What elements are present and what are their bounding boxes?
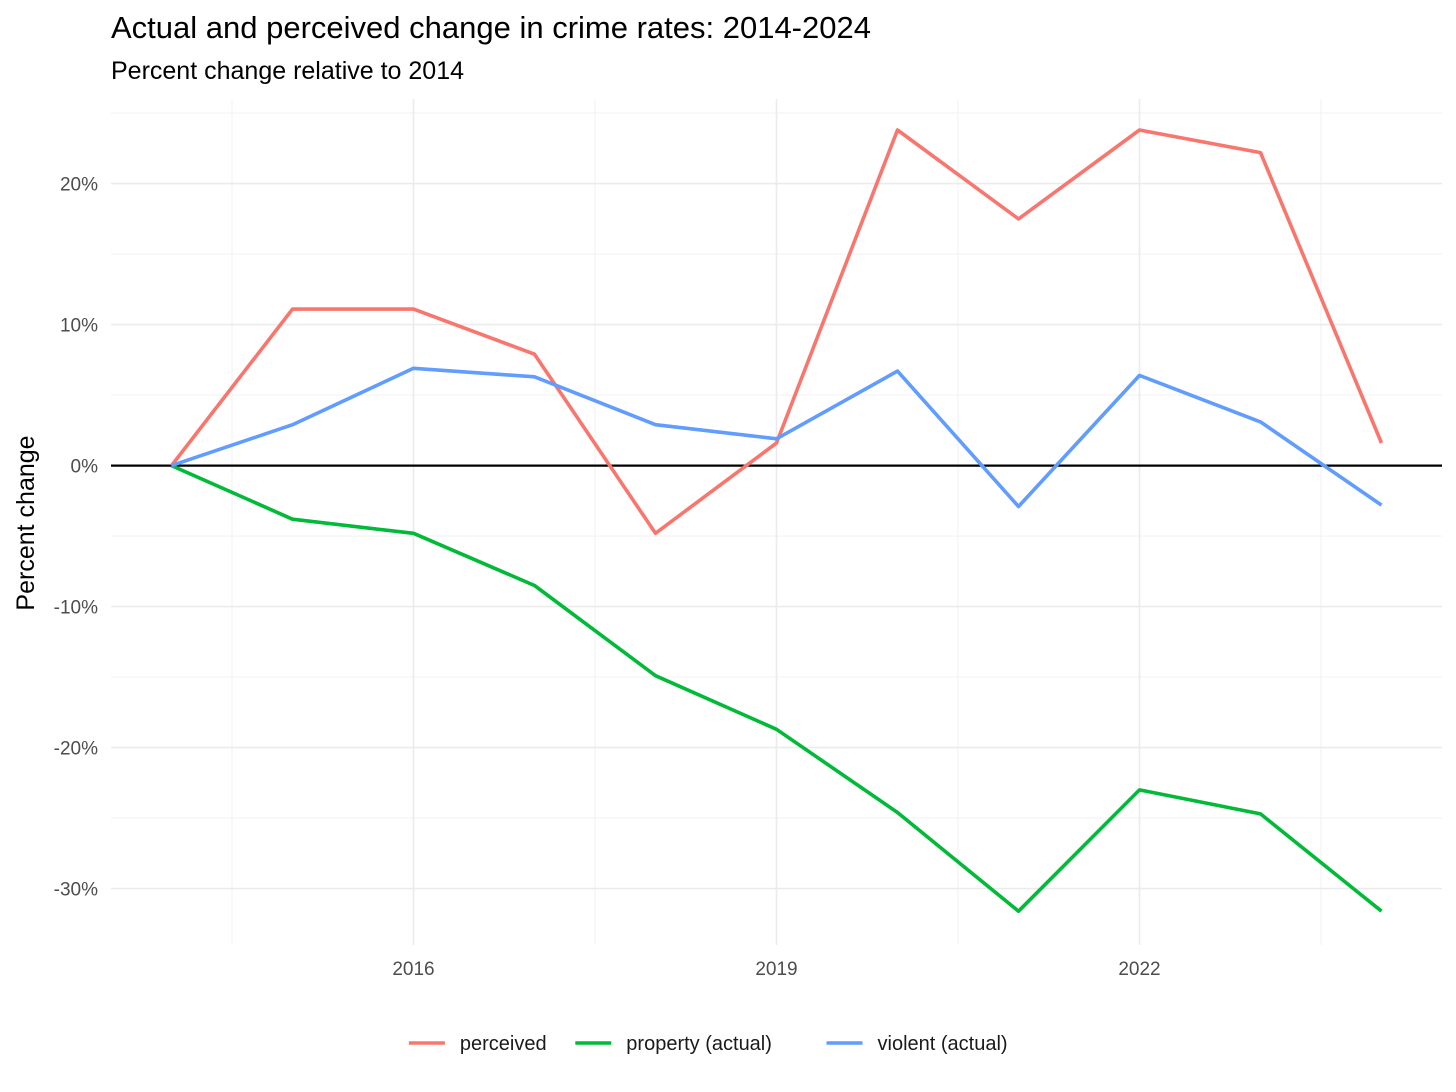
series-line-property-actual bbox=[170, 463, 1383, 914]
x-tick-label: 2016 bbox=[392, 959, 434, 980]
y-tick-label: 10% bbox=[60, 316, 98, 337]
y-tick-label: 0% bbox=[71, 457, 99, 478]
chart-subtitle: Percent change relative to 2014 bbox=[111, 57, 464, 85]
y-tick-label: -10% bbox=[54, 598, 98, 619]
y-tick-label: -30% bbox=[54, 880, 98, 901]
y-tick-label: 20% bbox=[60, 175, 98, 196]
series-line-violent-actual bbox=[170, 366, 1383, 509]
x-tick-label: 2022 bbox=[1118, 959, 1160, 980]
legend-label-perceived: perceived bbox=[460, 1033, 547, 1055]
x-axis-ticks: 2016 2019 2022 bbox=[392, 959, 1160, 980]
legend-label-property-actual: property (actual) bbox=[626, 1033, 772, 1055]
y-axis-ticks: -30% -20% -10% 0% 10% 20% bbox=[54, 175, 98, 901]
x-tick-label: 2019 bbox=[755, 959, 797, 980]
y-axis-label: Percent change bbox=[12, 435, 40, 610]
chart-title: Actual and perceived change in crime rat… bbox=[111, 10, 871, 45]
series-lines bbox=[170, 128, 1384, 914]
series-line-perceived bbox=[170, 128, 1384, 536]
legend: perceived property (actual) violent (actua… bbox=[408, 1033, 1008, 1055]
y-tick-label: -20% bbox=[54, 739, 98, 760]
legend-label-violent-actual: violent (actual) bbox=[878, 1033, 1008, 1055]
